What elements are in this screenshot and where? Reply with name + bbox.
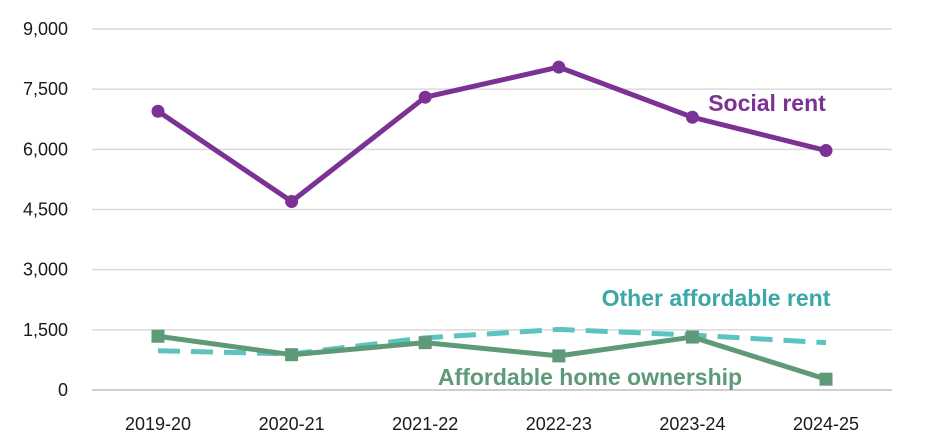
series-line xyxy=(156,64,827,204)
y-axis-tick-labels: 0 1,500 3,000 4,500 6,000 7,500 9,000 xyxy=(23,19,68,400)
y-tick-label: 7,500 xyxy=(23,79,68,99)
series-labels: Social rent Other affordable rent Afford… xyxy=(438,90,831,390)
data-point xyxy=(819,372,833,386)
data-point xyxy=(285,348,299,362)
data-point xyxy=(552,60,566,74)
x-tick-label: 2020-21 xyxy=(259,414,325,434)
x-tick-label: 2021-22 xyxy=(392,414,458,434)
data-point xyxy=(685,330,699,344)
data-point xyxy=(819,144,833,158)
y-tick-label: 0 xyxy=(58,380,68,400)
gridlines xyxy=(92,28,892,391)
y-tick-label: 1,500 xyxy=(23,320,68,340)
series-label-other-affordable-rent: Other affordable rent xyxy=(602,285,831,311)
x-tick-label: 2023-24 xyxy=(659,414,725,434)
data-point xyxy=(552,349,566,363)
series-label-social-rent: Social rent xyxy=(708,90,826,116)
x-tick-label: 2024-25 xyxy=(793,414,859,434)
y-tick-label: 4,500 xyxy=(23,200,68,220)
data-point xyxy=(418,90,432,104)
x-tick-label: 2022-23 xyxy=(526,414,592,434)
data-point xyxy=(151,329,165,343)
data-point xyxy=(285,194,299,208)
series-line xyxy=(157,333,827,382)
x-axis-tick-labels: 2019-20 2020-21 2021-22 2022-23 2023-24 2024-… xyxy=(125,414,859,434)
y-tick-label: 6,000 xyxy=(23,139,68,159)
y-tick-label: 3,000 xyxy=(23,260,68,280)
series-label-affordable-home-ownership: Affordable home ownership xyxy=(438,364,742,390)
data-point xyxy=(151,104,165,118)
series-lines xyxy=(151,60,833,386)
y-tick-label: 9,000 xyxy=(23,19,68,39)
x-tick-label: 2019-20 xyxy=(125,414,191,434)
data-point xyxy=(418,336,432,350)
data-point xyxy=(685,110,699,124)
